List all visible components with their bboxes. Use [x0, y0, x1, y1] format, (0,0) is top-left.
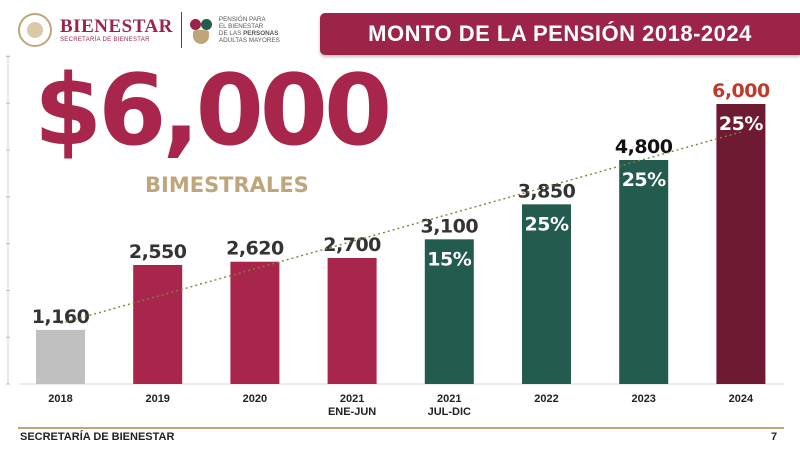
category-label: 2020 — [243, 393, 267, 405]
bar-value-label: 2,700 — [323, 234, 381, 256]
people-icon — [189, 15, 214, 45]
bar-value-label: 6,000 — [712, 80, 770, 102]
category-label: 2019 — [145, 393, 169, 405]
brand-subtitle: SECRETARÍA DE BIENESTAR — [60, 37, 150, 43]
brand-name: BIENESTAR — [60, 16, 173, 37]
program-line-3: DE LAS PERSONAS — [219, 30, 280, 37]
category-label: 2023 — [631, 393, 655, 405]
bar-3 — [327, 258, 377, 384]
increase-label: 15% — [427, 248, 471, 270]
bar-value-label: 1,160 — [32, 306, 90, 328]
program-line-4: ADULTAS MAYORES — [218, 37, 280, 44]
bar-0 — [36, 329, 85, 384]
footer-divider — [18, 427, 784, 429]
category-label: 2021 — [437, 393, 461, 405]
footer-text: SECRETARÍA DE BIENESTAR — [20, 431, 175, 443]
program-line-3-bold: PERSONAS — [243, 30, 279, 37]
bar-2 — [230, 261, 280, 384]
bar-value-label: 2,550 — [129, 241, 187, 263]
brand-block: BIENESTAR SECRETARÍA DE BIENESTAR — [60, 16, 173, 44]
bar-5 — [522, 204, 571, 384]
logo-divider — [180, 12, 182, 48]
bar-7 — [716, 104, 766, 384]
category-label: 2021 — [340, 393, 364, 405]
program-line-2: EL BIENESTAR — [218, 23, 264, 30]
hero-period: BIMESTRALES — [145, 173, 309, 197]
bar-6 — [619, 160, 669, 384]
bar-value-label: 2,620 — [226, 238, 284, 260]
program-name: PENSIÓN PARA EL BIENESTAR DE LAS PERSONA… — [219, 16, 280, 44]
page-title: MONTO DE LA PENSIÓN 2018-2024 — [368, 21, 752, 46]
bar-4 — [424, 239, 474, 384]
hero-amount: $6,000 — [34, 54, 392, 168]
category-label: 2022 — [534, 393, 558, 405]
increase-label: 25% — [525, 213, 569, 235]
program-line-1: PENSIÓN PARA — [218, 16, 266, 23]
bienestar-logo: BIENESTAR SECRETARÍA DE BIENESTAR PENSIÓ… — [18, 8, 308, 52]
increase-label: 25% — [719, 113, 763, 135]
category-sublabel: JUL-DIC — [428, 406, 471, 418]
category-label: 2024 — [729, 393, 754, 405]
bar-value-label: 3,850 — [518, 180, 576, 202]
header: BIENESTAR SECRETARÍA DE BIENESTAR PENSIÓ… — [0, 0, 800, 60]
bar-value-label: 4,800 — [615, 136, 673, 158]
page-number: 7 — [771, 431, 778, 443]
title-banner: MONTO DE LA PENSIÓN 2018-2024 — [320, 13, 800, 55]
category-label: 2018 — [48, 393, 72, 405]
bar-1 — [133, 265, 183, 384]
increase-label: 25% — [622, 169, 666, 191]
program-line-3-pre: DE LAS — [218, 30, 244, 37]
category-sublabel: ENE-JUN — [328, 406, 376, 418]
bar-value-label: 3,100 — [420, 215, 478, 237]
national-seal-icon — [18, 13, 52, 47]
